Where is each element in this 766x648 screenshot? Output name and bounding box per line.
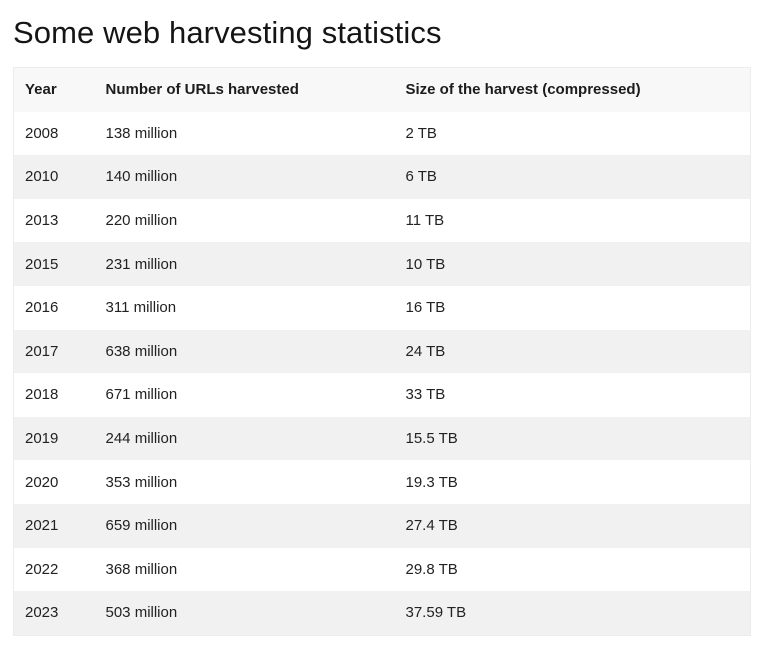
cell-size: 16 TB — [394, 285, 751, 330]
column-header-urls: Number of URLs harvested — [94, 67, 395, 112]
cell-size: 24 TB — [394, 329, 751, 374]
cell-size: 37.59 TB — [394, 591, 751, 636]
table-row: 2015 231 million 10 TB — [13, 242, 751, 286]
cell-size: 6 TB — [394, 155, 751, 199]
cell-urls: 353 million — [94, 460, 395, 504]
table-row: 2017 638 million 24 TB — [13, 329, 751, 374]
cell-year: 2018 — [13, 373, 95, 417]
cell-year: 2023 — [13, 591, 95, 636]
cell-size: 11 TB — [394, 198, 751, 243]
cell-year: 2013 — [13, 198, 95, 243]
cell-size: 27.4 TB — [394, 503, 751, 548]
cell-year: 2015 — [13, 242, 95, 286]
table-row: 2013 220 million 11 TB — [13, 198, 751, 243]
cell-year: 2008 — [13, 111, 95, 156]
cell-year: 2017 — [13, 329, 95, 374]
cell-urls: 638 million — [94, 329, 395, 374]
table-row: 2016 311 million 16 TB — [13, 285, 751, 330]
cell-year: 2022 — [13, 547, 95, 592]
cell-urls: 244 million — [94, 416, 395, 461]
cell-year: 2020 — [13, 460, 95, 504]
table-row: 2010 140 million 6 TB — [13, 155, 751, 199]
cell-size: 19.3 TB — [394, 460, 751, 504]
table-row: 2008 138 million 2 TB — [13, 111, 751, 156]
cell-urls: 231 million — [94, 242, 395, 286]
cell-size: 10 TB — [394, 242, 751, 286]
table-header-row: Year Number of URLs harvested Size of th… — [13, 67, 751, 112]
table-row: 2019 244 million 15.5 TB — [13, 416, 751, 461]
cell-size: 33 TB — [394, 373, 751, 417]
cell-urls: 311 million — [94, 285, 395, 330]
table-row: 2021 659 million 27.4 TB — [13, 503, 751, 548]
cell-urls: 503 million — [94, 591, 395, 636]
table-row: 2018 671 million 33 TB — [13, 373, 751, 417]
cell-year: 2021 — [13, 503, 95, 548]
table-row: 2020 353 million 19.3 TB — [13, 460, 751, 504]
cell-year: 2016 — [13, 285, 95, 330]
cell-urls: 220 million — [94, 198, 395, 243]
column-header-size: Size of the harvest (compressed) — [394, 67, 751, 112]
cell-urls: 138 million — [94, 111, 395, 156]
table-row: 2022 368 million 29.8 TB — [13, 547, 751, 592]
cell-year: 2019 — [13, 416, 95, 461]
cell-urls: 140 million — [94, 155, 395, 199]
cell-urls: 671 million — [94, 373, 395, 417]
page-title: Some web harvesting statistics — [13, 15, 442, 50]
cell-size: 2 TB — [394, 111, 751, 156]
cell-year: 2010 — [13, 155, 95, 199]
column-header-year: Year — [13, 67, 95, 112]
cell-size: 15.5 TB — [394, 416, 751, 461]
cell-urls: 368 million — [94, 547, 395, 592]
cell-urls: 659 million — [94, 503, 395, 548]
statistics-table: Year Number of URLs harvested Size of th… — [13, 67, 751, 636]
table-row: 2023 503 million 37.59 TB — [13, 591, 751, 636]
table-body: 2008 138 million 2 TB 2010 140 million 6… — [13, 111, 751, 636]
cell-size: 29.8 TB — [394, 547, 751, 592]
table-header: Year Number of URLs harvested Size of th… — [13, 67, 751, 112]
